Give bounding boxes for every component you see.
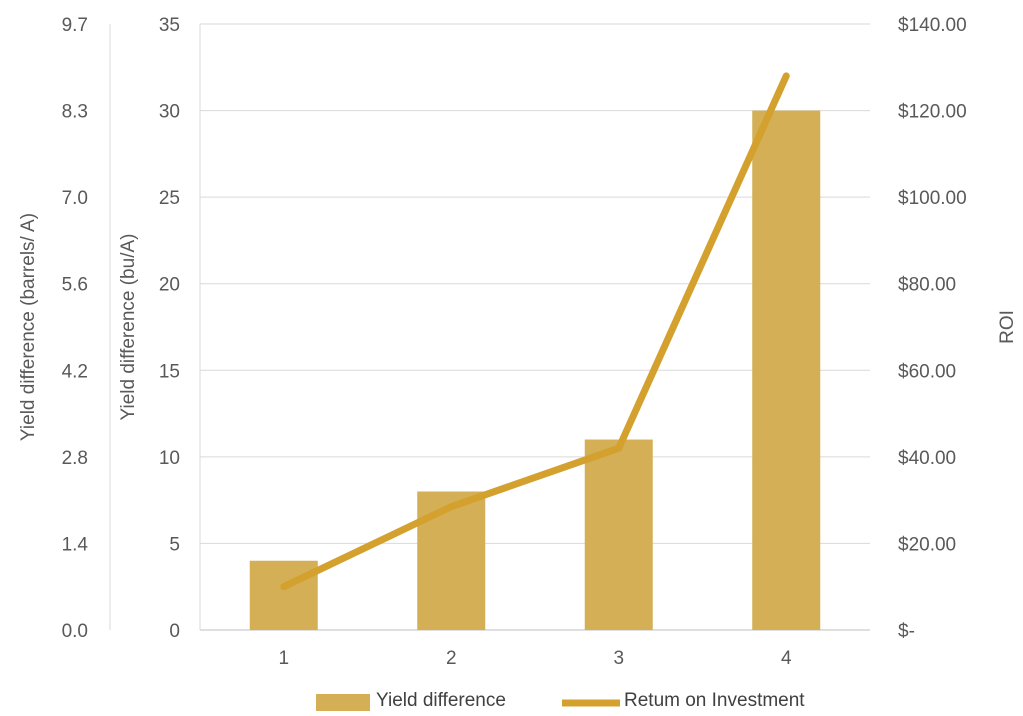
legend-bar-label: Yield difference <box>376 690 506 711</box>
legend-line-label: Retum on Investment <box>624 690 805 711</box>
far-left-tick-label: 0.0 <box>62 621 88 642</box>
far-left-tick-label: 8.3 <box>62 102 88 123</box>
bar <box>417 491 485 630</box>
x-tick-label: 1 <box>278 648 289 669</box>
x-tick-label: 2 <box>446 648 457 669</box>
far-left-axis-title: Yield difference (barrels/ A) <box>18 213 39 441</box>
right-tick-label: $- <box>898 621 915 642</box>
right-tick-label: $60.00 <box>898 361 956 382</box>
axes: 0.0 1.4 2.8 4.2 5.6 7.0 8.3 9.7 0 5 10 15 20 25 30 35 $-… <box>62 15 967 669</box>
right-tick-label: $80.00 <box>898 275 956 296</box>
left-tick-label: 0 <box>169 621 180 642</box>
far-left-tick-label: 2.8 <box>62 448 88 469</box>
legend-bar-swatch <box>316 694 370 711</box>
left-tick-label: 35 <box>159 15 180 36</box>
left-tick-label: 30 <box>159 102 180 123</box>
left-tick-label: 20 <box>159 275 180 296</box>
bar <box>585 440 653 630</box>
bar <box>752 111 820 630</box>
right-tick-label: $20.00 <box>898 534 956 555</box>
right-tick-label: $100.00 <box>898 188 967 209</box>
x-tick-label: 3 <box>613 648 624 669</box>
far-left-tick-label: 4.2 <box>62 361 88 382</box>
far-left-tick-label: 9.7 <box>62 15 88 36</box>
right-tick-label: $40.00 <box>898 448 956 469</box>
line-series <box>284 76 787 587</box>
right-tick-label: $140.00 <box>898 15 967 36</box>
left-tick-label: 15 <box>159 361 180 382</box>
right-axis-title: ROI <box>997 310 1018 344</box>
x-tick-label: 4 <box>781 648 792 669</box>
bar <box>250 561 318 630</box>
far-left-tick-label: 1.4 <box>62 534 89 555</box>
left-tick-label: 25 <box>159 188 180 209</box>
legend: Yield difference Retum on Investment <box>316 690 805 711</box>
far-left-tick-label: 5.6 <box>62 275 88 296</box>
left-axis-title: Yield difference (bu/A) <box>118 234 139 421</box>
left-tick-label: 10 <box>159 448 180 469</box>
roi-line <box>284 76 787 587</box>
far-left-tick-label: 7.0 <box>62 188 88 209</box>
left-tick-label: 5 <box>169 534 180 555</box>
right-tick-label: $120.00 <box>898 102 967 123</box>
